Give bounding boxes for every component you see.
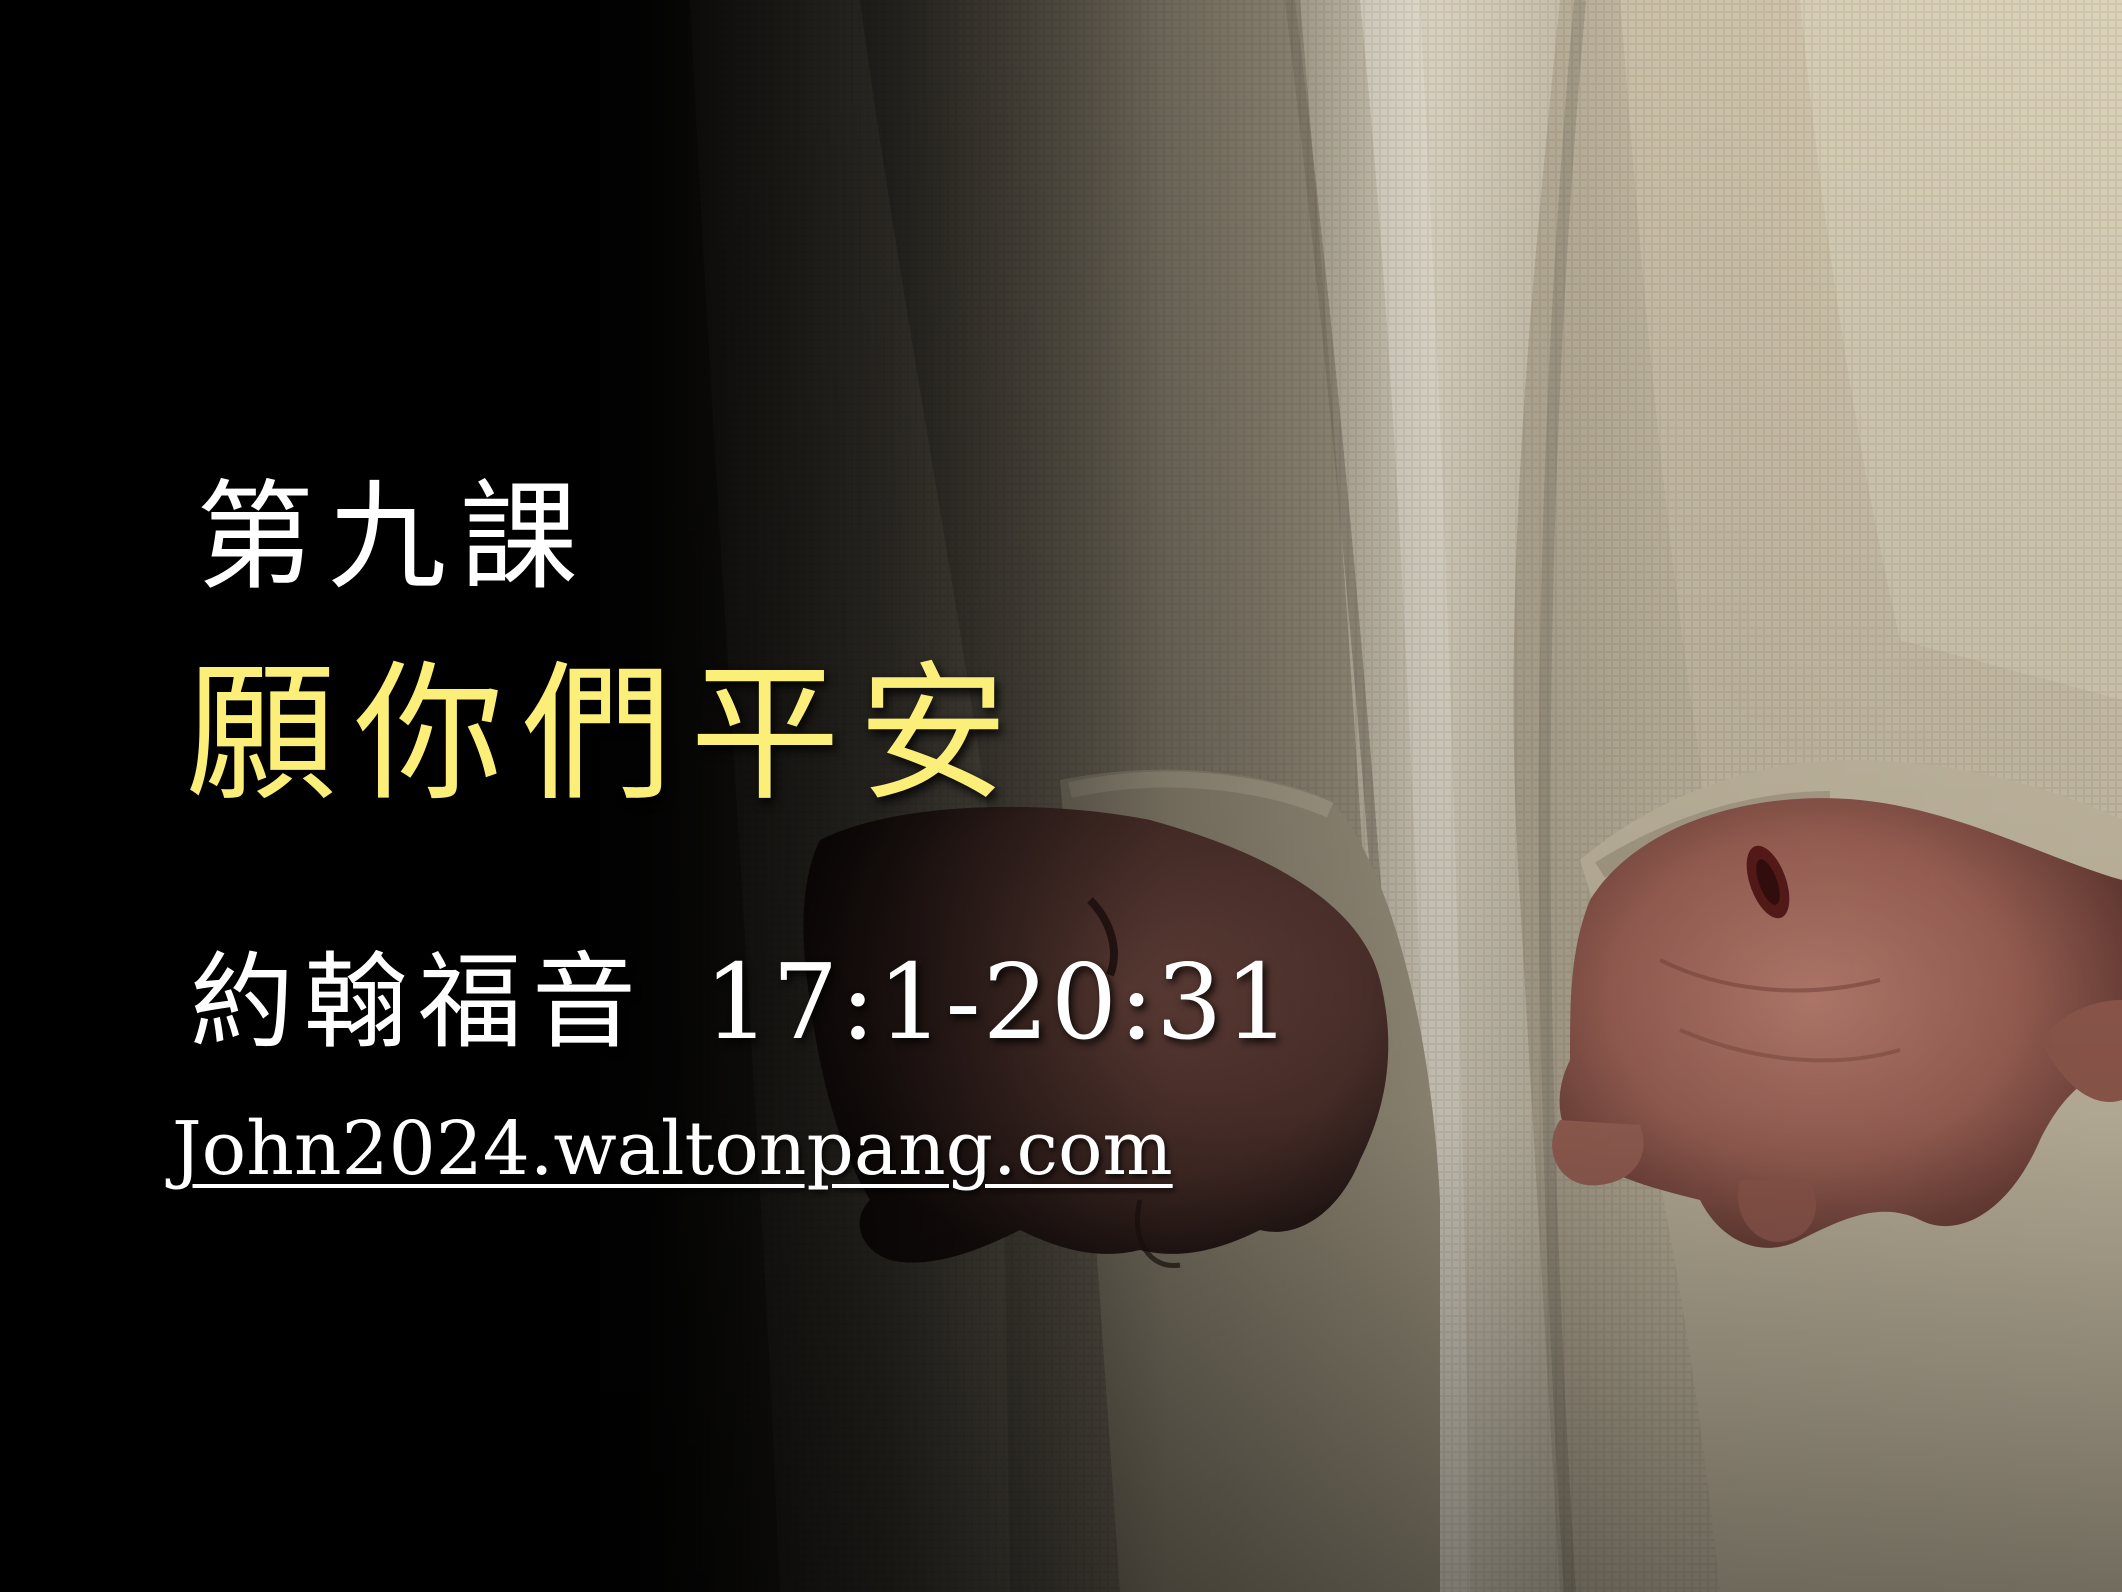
scripture-book: 約翰福音 xyxy=(190,941,647,1063)
lesson-label: 第九課 xyxy=(196,468,593,606)
website-link[interactable]: John2024.waltonpang.com xyxy=(172,1106,1173,1192)
scripture-line: 約翰福音 17:1-20:31 xyxy=(190,950,1292,1054)
scripture-reference: 17:1-20:31 xyxy=(704,941,1293,1063)
slide-title: 願你們平安 xyxy=(186,648,1027,822)
